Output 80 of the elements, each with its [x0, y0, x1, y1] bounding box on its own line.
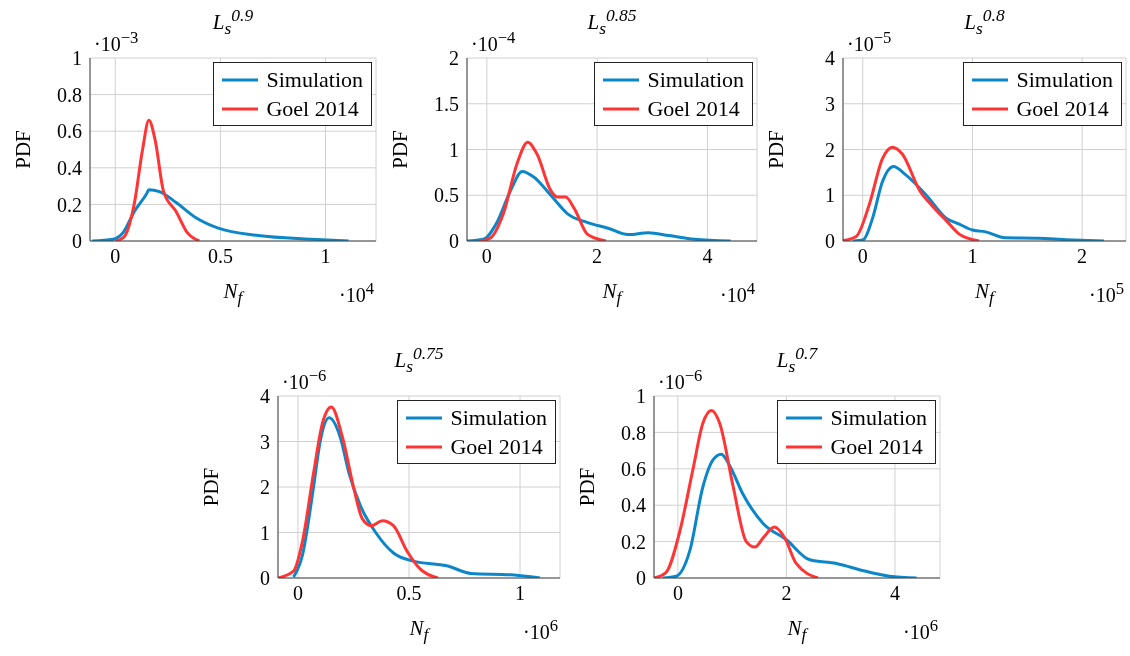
y-tick-label: 0.4	[621, 494, 646, 517]
legend-label: Goel 2014	[1016, 95, 1109, 123]
y-tick-label: 0	[449, 230, 459, 253]
y-tick-label: 0	[260, 567, 270, 590]
line-series	[654, 409, 820, 578]
y-tick-label: 1	[72, 47, 82, 70]
text: ·10$^{6}$	[523, 616, 558, 644]
x-tick-label: 2	[1077, 245, 1088, 268]
legend-label: Simulation	[266, 66, 363, 94]
y-tick-label: 2	[825, 138, 835, 161]
y-tick-label: 0.2	[621, 530, 646, 553]
legend-label: Goel 2014	[647, 95, 740, 123]
legend-label: Goel 2014	[266, 95, 359, 123]
x-tick-label: 2	[781, 582, 792, 605]
y-tick-label: 3	[260, 430, 270, 453]
y-axis-title: PDF	[11, 130, 36, 169]
y-tick-label: 4	[260, 385, 270, 408]
y-tick-label: 0	[825, 230, 835, 253]
x-tick-label: 0	[292, 582, 303, 605]
text: ·10$^{5}$	[1089, 279, 1124, 307]
line-series	[278, 405, 440, 578]
y-axis-title: PDF	[764, 130, 789, 169]
x-tick-label: 2	[592, 245, 603, 268]
line-series	[843, 145, 981, 241]
y-tick-label: 0.6	[621, 457, 646, 480]
x-axis-title: N$_{f}$	[787, 616, 807, 645]
y-axis-title: PDF	[199, 467, 224, 507]
x-tick-label: 1	[967, 245, 978, 268]
line-series	[661, 452, 919, 578]
line-series	[478, 140, 608, 241]
y-tick-label: 0.5	[434, 184, 459, 207]
y-tick-label: 1	[260, 521, 270, 544]
legend-label: Goel 2014	[450, 433, 543, 461]
x-tick-label: 0	[110, 245, 121, 268]
text: ·10$^{4}$	[720, 279, 755, 307]
y-tick-label: 1	[825, 184, 835, 207]
x-tick-label: 0.5	[207, 245, 233, 268]
text: ·10$^{−4}$	[471, 28, 516, 56]
x-tick-label: 1	[515, 582, 526, 605]
x-tick-label: 4	[702, 245, 713, 268]
x-tick-label: 0	[672, 582, 683, 605]
legend-label: Simulation	[830, 404, 927, 432]
x-axis-title: N$_{f}$	[409, 616, 429, 645]
y-tick-label: 1	[636, 385, 646, 408]
y-tick-label: 3	[825, 92, 835, 115]
x-tick-label: 0.5	[396, 582, 422, 605]
y-tick-label: 0.8	[621, 421, 646, 444]
line-series	[90, 188, 351, 241]
text: ·10$^{4}$	[339, 279, 374, 307]
text: ·10$^{6}$	[903, 616, 938, 644]
y-tick-label: 2	[449, 47, 459, 70]
x-tick-label: 1	[320, 245, 331, 268]
y-tick-label: 0	[636, 567, 646, 590]
legend-label: Goel 2014	[830, 433, 923, 461]
legend-label: Simulation	[1016, 66, 1113, 94]
line-series	[851, 164, 1106, 241]
y-tick-label: 2	[260, 476, 270, 499]
text: ·10$^{−3}$	[94, 28, 139, 56]
legend-label: Simulation	[450, 404, 547, 432]
y-tick-label: 0.2	[57, 193, 82, 216]
x-tick-label: 0	[857, 245, 868, 268]
x-axis-title: N$_{f}$	[975, 279, 994, 308]
legend-label: Simulation	[647, 66, 744, 94]
y-axis-title: PDF	[575, 467, 600, 507]
y-tick-label: 1	[449, 138, 459, 161]
text: ·10$^{−6}$	[282, 366, 327, 394]
x-axis-title: N$_{f}$	[602, 279, 622, 308]
y-tick-label: 0.6	[57, 120, 82, 143]
text: ·10$^{−5}$	[847, 28, 892, 56]
y-axis-title: PDF	[388, 130, 413, 169]
y-tick-label: 0	[72, 230, 82, 253]
line-series	[113, 118, 201, 241]
x-tick-label: 4	[889, 582, 900, 605]
text: ·10$^{−6}$	[658, 366, 703, 394]
y-tick-label: 0.4	[57, 156, 82, 179]
y-tick-label: 4	[825, 47, 835, 70]
y-tick-label: 1.5	[434, 92, 459, 115]
y-tick-label: 0.8	[57, 83, 82, 106]
x-tick-label: 0	[481, 245, 492, 268]
x-axis-title: N$_{f}$	[223, 279, 243, 308]
